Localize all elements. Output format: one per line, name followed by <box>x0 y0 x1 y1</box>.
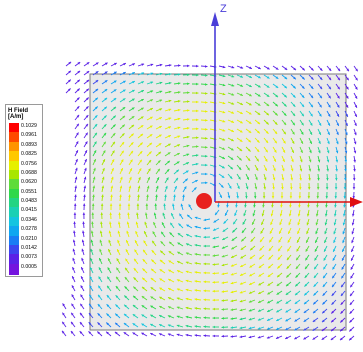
legend-swatch <box>9 141 19 153</box>
legend-swatch <box>9 226 19 238</box>
legend-value: 0.0005 <box>21 263 37 270</box>
legend-value: 0.0210 <box>21 235 37 242</box>
h-field-vectors <box>61 61 359 341</box>
legend-value: 0.1029 <box>21 123 37 129</box>
x-axis[interactable] <box>215 197 363 207</box>
legend-swatch <box>9 169 19 181</box>
legend-swatch <box>9 263 19 275</box>
legend-swatch <box>9 198 19 209</box>
legend-swatch <box>9 123 19 134</box>
legend-swatch <box>9 160 19 172</box>
legend-swatch <box>9 188 19 200</box>
legend-unit: [A/m] <box>8 114 24 120</box>
wire-marker[interactable] <box>196 193 212 209</box>
legend-title: H Field <box>8 108 29 114</box>
z-axis-label: Z <box>220 3 227 15</box>
legend-value: 0.0483 <box>21 198 37 204</box>
legend-swatch <box>9 254 19 266</box>
legend-value: 0.0756 <box>21 160 37 167</box>
legend-swatch <box>9 179 19 191</box>
legend-value: 0.0620 <box>21 179 37 186</box>
legend-value: 0.0346 <box>21 216 37 223</box>
legend-value: 0.0415 <box>21 207 37 214</box>
legend-values: 0.1029 0.0961 0.0893 0.0825 0.0756 0.0688 0.06… <box>21 123 43 273</box>
legend-value: 0.0893 <box>21 141 37 148</box>
legend-value: 0.0961 <box>21 132 37 139</box>
legend-value: 0.0142 <box>21 244 37 251</box>
legend-value: 0.0688 <box>21 169 37 176</box>
z-axis[interactable]: Z <box>211 3 227 202</box>
legend-swatch <box>9 244 19 256</box>
legend-swatch <box>9 132 19 144</box>
legend-value: 0.0073 <box>21 254 37 261</box>
legend-color-scale <box>9 123 19 275</box>
legend-value: 0.0825 <box>21 151 37 158</box>
legend-swatch <box>9 151 19 163</box>
legend-swatch <box>9 207 19 219</box>
legend-swatch <box>9 235 19 247</box>
legend-value: 0.0278 <box>21 226 37 233</box>
legend-value: 0.0551 <box>21 188 37 195</box>
legend-swatch <box>9 216 19 228</box>
h-field-legend: H Field [A/m] 0.1029 0.0961 0.0893 0.0825 0.… <box>5 104 43 277</box>
